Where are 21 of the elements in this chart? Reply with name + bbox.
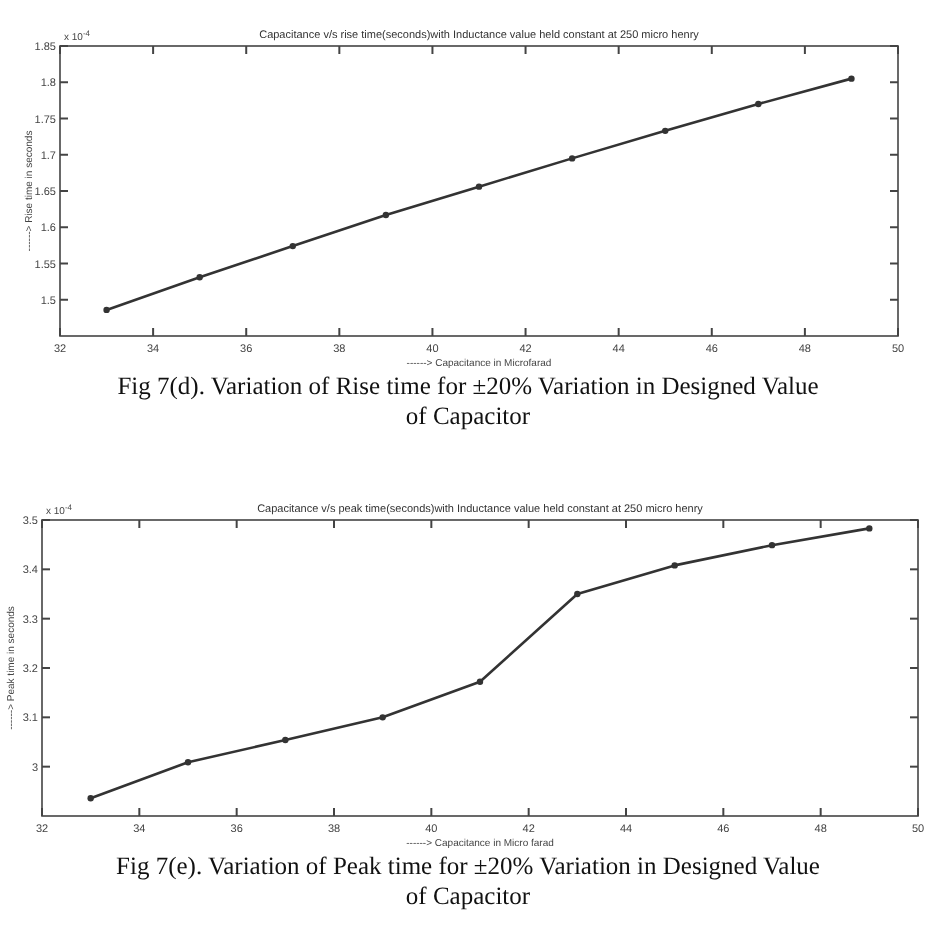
point bbox=[289, 242, 296, 250]
point bbox=[475, 183, 483, 190]
point bbox=[282, 736, 289, 744]
point bbox=[866, 525, 873, 532]
point bbox=[768, 541, 776, 549]
point bbox=[476, 678, 484, 686]
point bbox=[196, 274, 203, 281]
point bbox=[755, 100, 762, 108]
caption: Fig 7(d). Variation of Rise time for ±20% Variation in Designed Value of Capacitor bbox=[117, 372, 820, 430]
point bbox=[568, 155, 576, 162]
point bbox=[662, 127, 669, 135]
caption: Fig 7(e). Variation of Peak time for ±20% Variation in Designed Value of Capacitor bbox=[116, 852, 821, 910]
point bbox=[574, 590, 581, 598]
point bbox=[382, 211, 390, 219]
point bbox=[379, 714, 386, 721]
point bbox=[103, 306, 110, 314]
point bbox=[87, 795, 94, 802]
line-series bbox=[103, 75, 855, 314]
point bbox=[671, 562, 678, 569]
point bbox=[848, 75, 855, 82]
point bbox=[184, 759, 192, 766]
